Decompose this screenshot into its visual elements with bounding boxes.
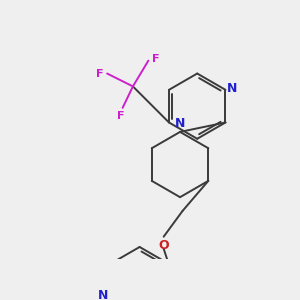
Text: N: N xyxy=(227,82,238,94)
Text: F: F xyxy=(152,54,160,64)
Text: F: F xyxy=(96,68,103,79)
Text: N: N xyxy=(98,290,108,300)
Text: N: N xyxy=(175,117,185,130)
Text: O: O xyxy=(158,239,169,252)
Text: F: F xyxy=(117,112,124,122)
